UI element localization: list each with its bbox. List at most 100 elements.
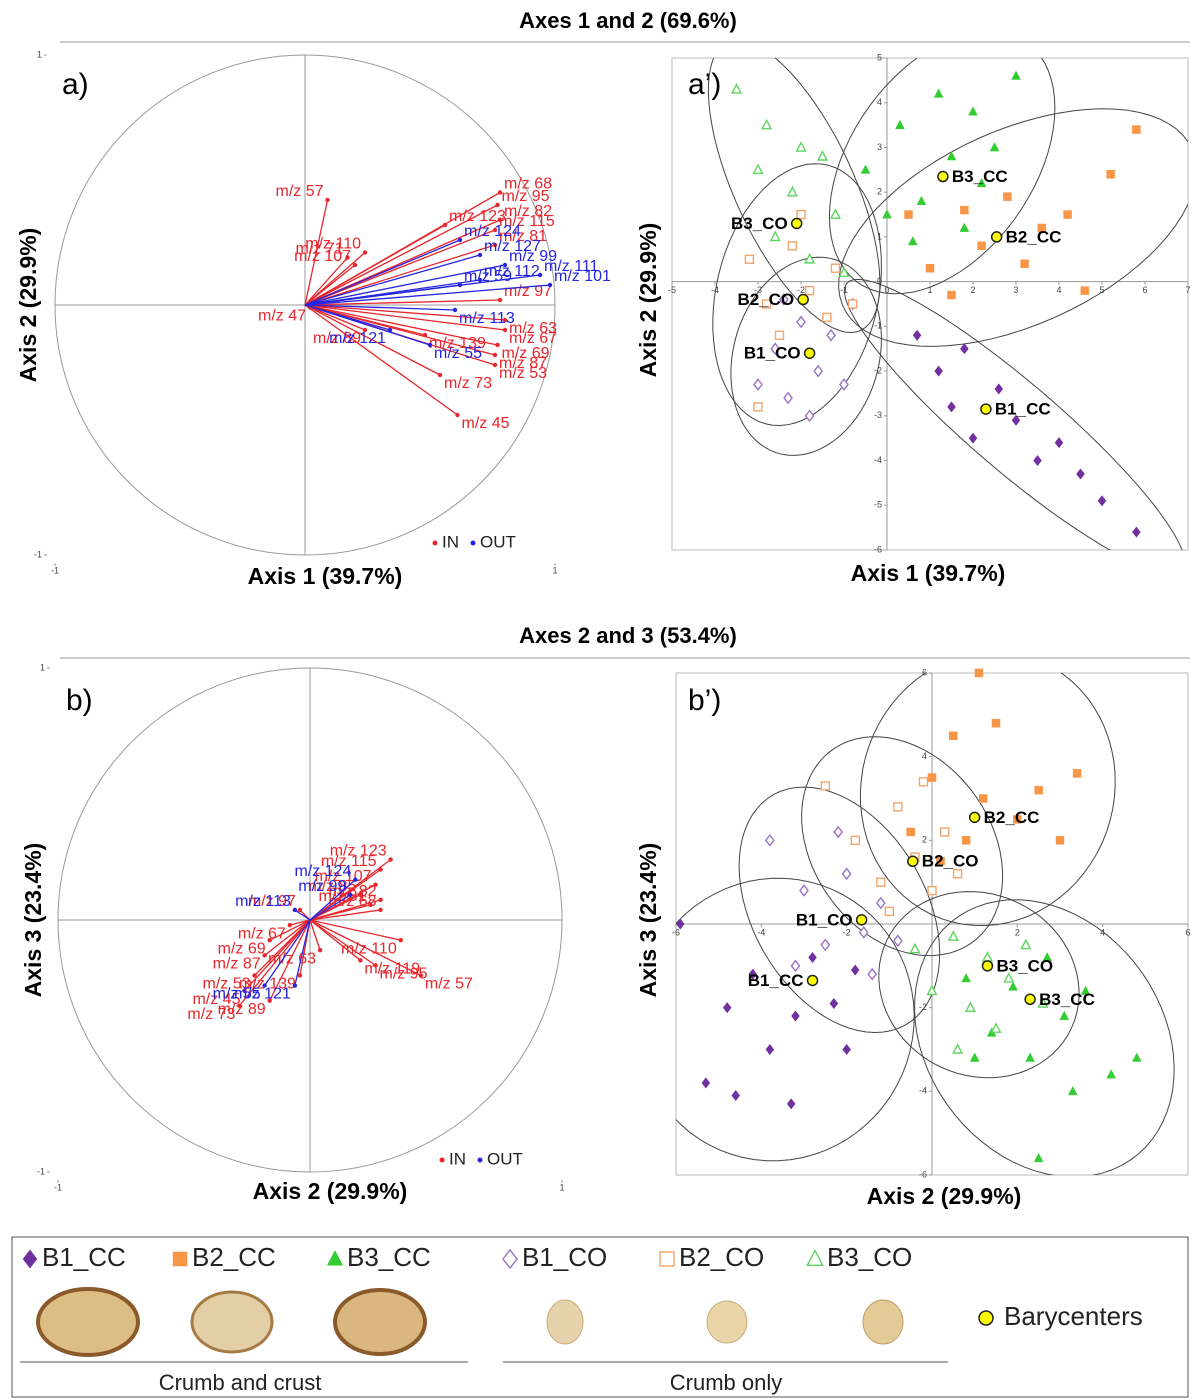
score-point: [808, 951, 817, 964]
score-point: [947, 930, 959, 941]
score-point: [813, 364, 824, 378]
confidence-ellipse: [838, 108, 1188, 347]
y-tick-label: -5: [874, 500, 882, 510]
barycenter-label: B1_CO: [796, 910, 853, 929]
score-point: [926, 984, 938, 996]
score-point: [927, 773, 937, 782]
vector-label: m/z 53: [203, 976, 251, 993]
x-tick-label: -1: [840, 285, 848, 295]
score-point: [1003, 192, 1012, 201]
bread-illustrations: [36, 1287, 904, 1357]
loading-vector: [294, 919, 311, 986]
vector-tip: [362, 327, 368, 333]
vector-label: m/z 63: [268, 950, 316, 967]
score-point: [994, 383, 1004, 395]
score-point: [753, 402, 763, 412]
x-tick-label: -2: [843, 927, 851, 937]
score-point: [907, 236, 918, 246]
y-tick-label: -6: [919, 1169, 927, 1179]
vector-label: m/z 121: [234, 986, 291, 1003]
barycenter: [937, 170, 949, 183]
vector-label: m/z 81: [318, 888, 366, 905]
x-tick-label: 1: [552, 565, 557, 575]
loading-vector: [309, 879, 356, 921]
vector-label: m/z 110: [305, 236, 361, 253]
barycenter-label: B2_CC: [984, 808, 1040, 827]
barycenter-label: B2_CO: [922, 852, 979, 871]
score-point: [839, 378, 849, 391]
vector-label: m/z 73: [187, 1006, 235, 1023]
y-tick-label: -1: [37, 1166, 45, 1176]
barycenter-label: B3_CC: [1039, 990, 1095, 1009]
loading-vector: [304, 229, 496, 306]
legend-label: OUT: [480, 532, 516, 551]
loading-vector: [304, 284, 551, 306]
loading-vector: [238, 919, 311, 1007]
score-point: [1020, 259, 1029, 268]
vector-tip: [477, 277, 483, 283]
barycenter: [855, 914, 868, 926]
vector-label: m/z 89: [218, 1001, 266, 1018]
y-tick-label: -4: [919, 1086, 927, 1096]
score-point: [977, 241, 986, 251]
barycenter-label: B3_CO: [996, 956, 1053, 975]
vector-label: m/z 115: [499, 213, 555, 230]
vector-label: m/z 63: [509, 320, 557, 337]
barycenter: [981, 960, 994, 972]
loading-vector: [289, 919, 311, 926]
loading-vector: [269, 919, 311, 1001]
score-point: [769, 230, 781, 242]
vector-tip: [492, 362, 498, 368]
legend-marker: [22, 1249, 38, 1269]
vector-tip: [373, 882, 378, 887]
loading-vector: [304, 304, 456, 311]
loading-vector: [304, 304, 458, 416]
score-point: [1106, 170, 1115, 179]
legend-marker: [659, 1251, 675, 1267]
score-point: [960, 343, 969, 355]
legend-box: [11, 1236, 1189, 1398]
x-axis-label: Axis 1 (39.7%): [851, 560, 1006, 586]
vector-tip: [537, 272, 543, 278]
score-point: [909, 942, 921, 954]
loading-vector: [309, 894, 351, 921]
vector-tip: [495, 342, 500, 348]
score-point: [753, 378, 763, 391]
score-point: [799, 884, 809, 897]
vector-label: m/z 111: [544, 258, 599, 275]
score-point: [1011, 414, 1021, 426]
vector-label: m/z 99: [509, 248, 557, 265]
vector-label: m/z 124: [294, 863, 351, 880]
vector-tip: [502, 327, 508, 333]
score-point: [731, 1089, 741, 1102]
panel-label: b): [66, 684, 93, 717]
section-title: Axes 1 and 2 (69.6%): [519, 8, 737, 33]
score-point: [761, 299, 772, 309]
vector-tip: [378, 897, 383, 903]
score-point: [1025, 1052, 1035, 1062]
score-point: [1132, 125, 1141, 134]
loading-vector: [309, 894, 361, 921]
score-point: [882, 209, 892, 219]
score-point: [978, 794, 988, 803]
y-tick-label: 4: [922, 751, 927, 761]
score-point: [816, 150, 829, 161]
score-point: [847, 299, 858, 309]
y-tick-label: 1: [40, 662, 45, 672]
vector-tip: [387, 327, 393, 333]
y-tick-label: 2: [922, 835, 927, 845]
score-point: [1055, 836, 1065, 845]
loading-vector: [304, 257, 348, 306]
score-point: [927, 885, 937, 896]
score-point: [867, 967, 878, 981]
score-point: [1097, 495, 1107, 507]
barycenter-label: B3_CC: [952, 167, 1008, 186]
score-point: [981, 951, 994, 962]
score-point: [795, 141, 807, 152]
loading-vector: [264, 919, 311, 986]
score-point: [952, 869, 963, 879]
score-point: [829, 997, 839, 1010]
x-axis-label: Axis 2 (29.9%): [253, 1178, 408, 1204]
score-point: [752, 163, 764, 175]
x-tick-label: 4: [1100, 927, 1105, 937]
